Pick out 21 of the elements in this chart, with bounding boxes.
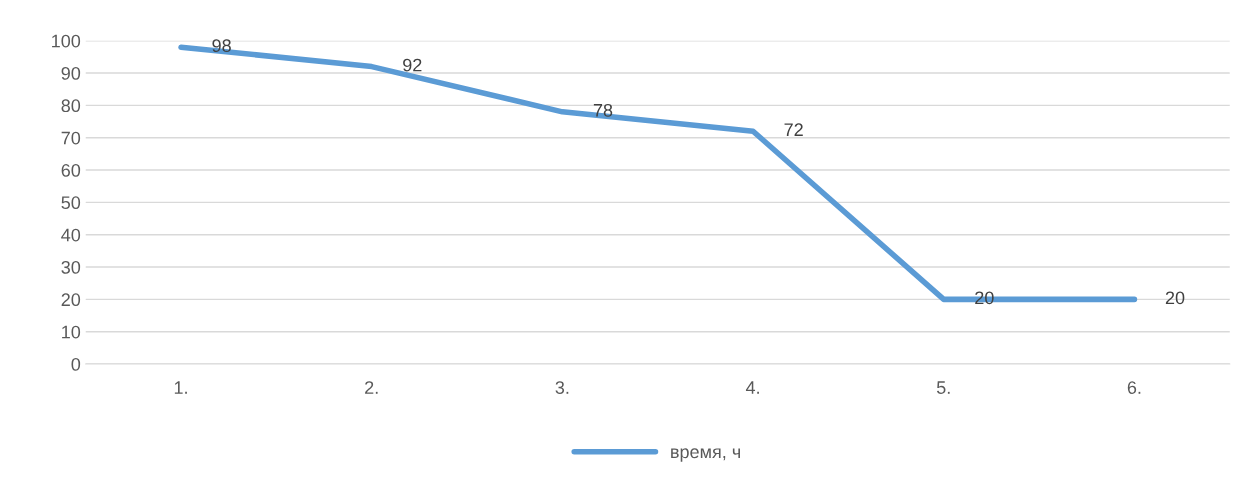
y-tick-label: 10 (62, 325, 81, 339)
x-tick-label: 1. (174, 381, 187, 394)
x-tick-label: 3. (555, 381, 569, 394)
x-tick-label: 2. (365, 381, 378, 394)
y-tick-label: 80 (61, 99, 81, 113)
y-tick-label: 90 (61, 66, 81, 80)
y-tick-label: 30 (61, 260, 81, 274)
legend-label: время, ч (671, 448, 740, 462)
y-tick-label: 40 (61, 228, 81, 242)
y-tick-label: 50 (61, 196, 81, 210)
data-label: 92 (403, 58, 422, 72)
y-tick-label: 0 (71, 357, 81, 371)
x-tick-label: 5. (936, 381, 950, 394)
y-tick-label: 20 (61, 293, 81, 307)
x-tick-label: 6. (1127, 381, 1141, 394)
y-tick-label: 70 (61, 131, 81, 145)
data-label: 72 (784, 123, 803, 136)
x-tick-label: 4. (745, 381, 759, 394)
y-tick-label: 60 (61, 163, 81, 177)
y-tick-label: 100 (52, 34, 81, 48)
data-label: 20 (1165, 291, 1185, 305)
